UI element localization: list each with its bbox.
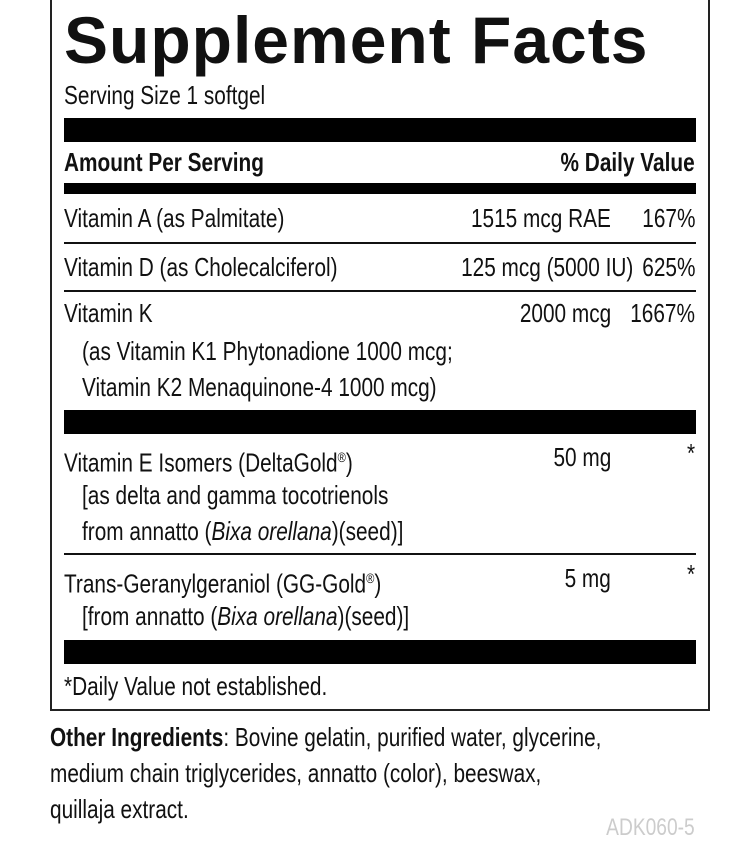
nutrient-dv: 167% bbox=[641, 203, 695, 233]
row-divider bbox=[64, 553, 696, 555]
other-ingredients-line: quillaja extract. bbox=[50, 794, 189, 824]
nutrient-source: Vitamin K2 Menaquinone-4 1000 mcg) bbox=[82, 372, 437, 402]
nutrient-name: Trans-Geranylgeraniol (GG-Gold®) bbox=[64, 568, 382, 599]
nutrient-dv: 625% bbox=[641, 252, 695, 282]
nutrient-source: (as Vitamin K1 Phytonadione 1000 mcg; bbox=[82, 336, 453, 366]
nutrient-source: [from annatto (Bixa orellana)(seed)] bbox=[82, 601, 410, 631]
nutrient-name: Vitamin E Isomers (DeltaGold®) bbox=[64, 447, 353, 478]
nutrient-name: Vitamin D (as Cholecalciferol) bbox=[64, 252, 338, 282]
nutrient-source: from annatto (Bixa orellana)(seed)] bbox=[82, 516, 404, 546]
daily-value-header: % Daily Value bbox=[560, 147, 695, 177]
thick-divider bbox=[64, 118, 696, 142]
other-ingredients: Other Ingredients: Bovine gelatin, purif… bbox=[50, 722, 602, 752]
nutrient-dv: * bbox=[686, 438, 695, 468]
other-ingredients-line: medium chain triglycerides, annatto (col… bbox=[50, 758, 542, 788]
footnote: *Daily Value not established. bbox=[64, 671, 328, 701]
thick-divider bbox=[64, 410, 696, 434]
nutrient-amount: 125 mcg (5000 IU) bbox=[460, 252, 633, 282]
nutrient-amount: 1515 mcg RAE bbox=[471, 203, 611, 233]
medium-divider bbox=[64, 183, 696, 194]
panel-title: Supplement Facts bbox=[64, 3, 649, 77]
serving-size: Serving Size 1 softgel bbox=[64, 80, 266, 110]
product-code: ADK060-5 bbox=[606, 814, 695, 841]
row-divider bbox=[64, 290, 696, 292]
row-divider bbox=[64, 242, 696, 244]
nutrient-dv: * bbox=[686, 559, 695, 589]
amount-per-serving-header: Amount Per Serving bbox=[64, 147, 264, 177]
supplement-facts-panel bbox=[50, 0, 710, 711]
nutrient-dv: 1667% bbox=[630, 298, 695, 328]
nutrient-name: Vitamin K bbox=[64, 298, 153, 328]
nutrient-source: [as delta and gamma tocotrienols bbox=[82, 480, 389, 510]
thick-divider bbox=[64, 640, 696, 664]
nutrient-name: Vitamin A (as Palmitate) bbox=[64, 203, 285, 233]
nutrient-amount: 5 mg bbox=[564, 563, 611, 593]
nutrient-amount: 50 mg bbox=[553, 442, 611, 472]
nutrient-amount: 2000 mcg bbox=[519, 298, 611, 328]
